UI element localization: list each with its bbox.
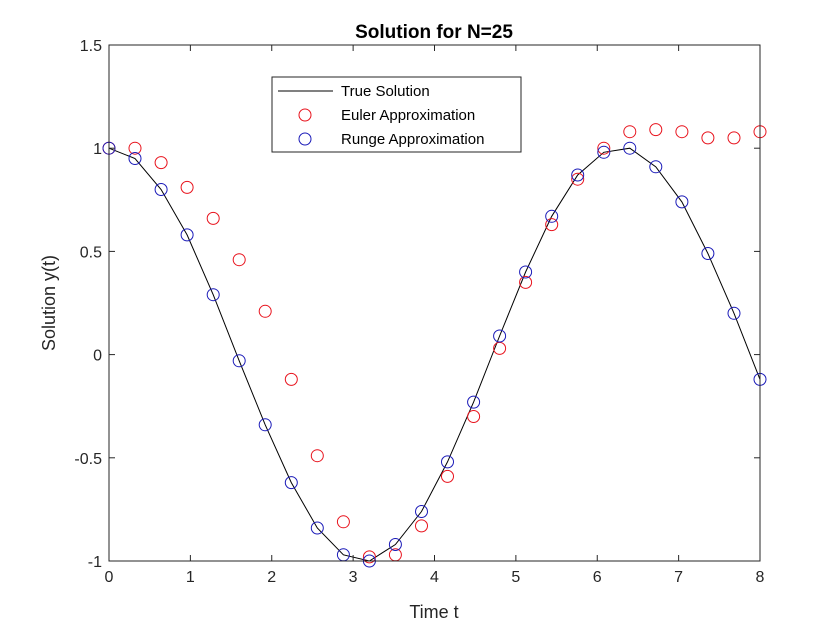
euler-approximation-point (701, 131, 715, 145)
runge-approximation-point (571, 168, 585, 182)
runge-approximation-point (310, 521, 324, 535)
euler-approximation-point (623, 125, 637, 139)
runge-approximation-point (493, 329, 507, 343)
x-tick-label: 0 (105, 569, 114, 586)
legend-swatch-runge-approximation (298, 132, 312, 146)
runge-approximation-point (597, 145, 611, 159)
runge-approximation-point (675, 195, 689, 209)
runge-approximation-point (467, 395, 481, 409)
runge-approximation-point (545, 209, 559, 223)
runge-approximation-point (206, 288, 220, 302)
runge-approximation-point (701, 247, 715, 260)
x-tick-label: 7 (674, 569, 683, 586)
x-tick-label: 4 (430, 569, 439, 586)
runge-approximation-point (232, 354, 246, 368)
y-tick-label: 0.5 (80, 244, 102, 261)
legend-label-true-solution: True Solution (341, 83, 430, 100)
legend-swatch-euler-approximation (298, 108, 312, 122)
euler-approximation-point (675, 125, 689, 139)
euler-approximation-point (128, 141, 142, 155)
runge-approximation-point (441, 455, 454, 469)
euler-approximation-point (310, 449, 324, 463)
y-tick-label: 1 (93, 141, 102, 158)
runge-approximation-point (415, 505, 428, 518)
runge-approximation-point (388, 538, 402, 551)
euler-approximation-point (467, 410, 481, 423)
runge-approximation-point (519, 265, 533, 279)
euler-approximation-point (597, 141, 611, 155)
chart-title: Solution for N=25 (355, 22, 513, 43)
euler-approximation-point (206, 211, 220, 225)
x-tick-label: 6 (593, 569, 602, 586)
x-tick-label: 1 (186, 569, 195, 586)
runge-approximation-point (154, 183, 168, 196)
x-tick-label: 5 (511, 569, 520, 586)
euler-approximation-point (258, 304, 272, 318)
runge-approximation-point (128, 152, 142, 165)
runge-approximation-point (727, 306, 741, 320)
euler-approximation-point (180, 180, 194, 194)
runge-approximation-point (623, 141, 637, 155)
euler-approximation-point (649, 123, 663, 137)
runge-approximation-point (284, 476, 298, 490)
euler-approximation-point (727, 131, 741, 145)
euler-approximation-point (415, 519, 428, 533)
runge-approximation-point (649, 160, 663, 174)
euler-approximation-point (571, 172, 585, 186)
euler-approximation-point (336, 515, 350, 529)
runge-approximation-point (258, 418, 272, 432)
y-tick-label: -0.5 (74, 451, 102, 468)
runge-approximation-point (180, 228, 194, 242)
legend-box (271, 76, 522, 153)
euler-approximation-point (362, 550, 376, 564)
legend-label-runge-approximation: Runge Approximation (341, 131, 484, 148)
euler-approximation-point (232, 253, 246, 267)
x-tick-label: 2 (267, 569, 276, 586)
euler-approximation-point (519, 275, 533, 289)
legend-label-euler-approximation: Euler Approximation (341, 107, 475, 124)
x-tick-label: 3 (349, 569, 358, 586)
x-axis-label: Time t (409, 602, 458, 622)
y-tick-label: -1 (88, 554, 102, 571)
euler-approximation-point (284, 372, 298, 386)
axis-ticks: 0 1 2 3 4 5 6 7 8 -1 -0.5 0 0.5 1 1.5 (74, 38, 764, 586)
y-tick-label: 1.5 (80, 38, 102, 55)
euler-approximation-point (154, 156, 168, 170)
legend: True Solution Euler Approximation Runge Ap… (271, 76, 522, 153)
y-axis-label: Solution y(t) (39, 255, 59, 351)
euler-approximation-point (545, 218, 559, 232)
euler-approximation-point (441, 469, 454, 483)
y-tick-label: 0 (93, 348, 102, 365)
true-solution-line (108, 147, 761, 562)
x-tick-label: 8 (756, 569, 765, 586)
